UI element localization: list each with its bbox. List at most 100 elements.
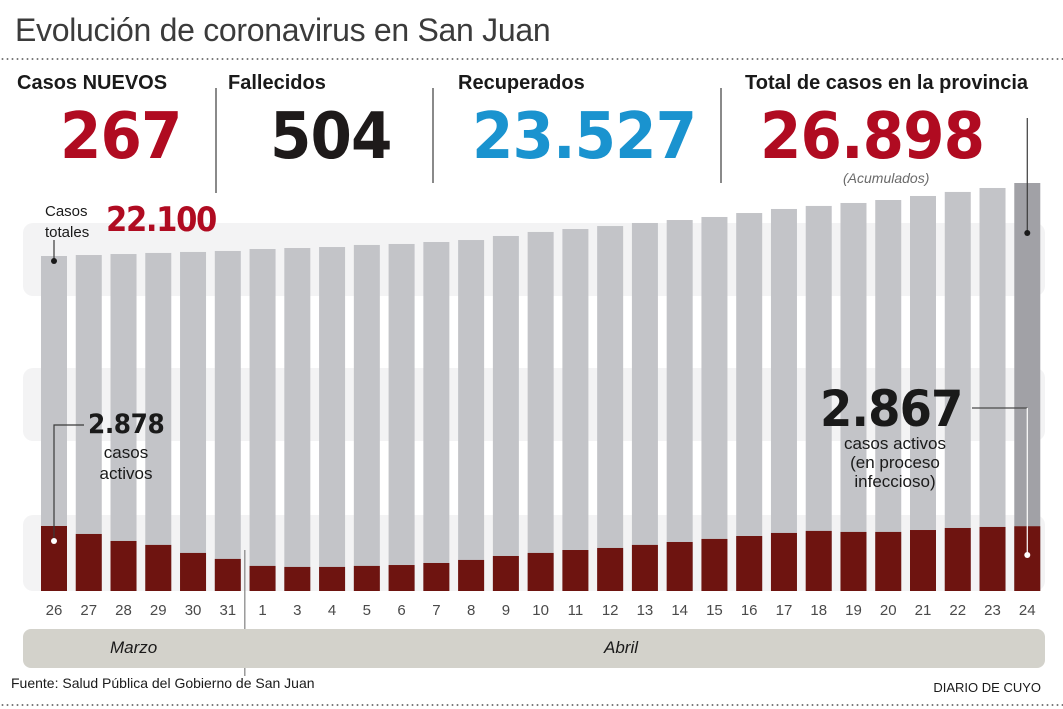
- total-cases-bar: [910, 195, 936, 591]
- month-axis-bar: [23, 629, 1045, 668]
- active-cases-bar: [736, 536, 763, 591]
- active-cases-bar: [875, 531, 902, 591]
- x-tick-label: 16: [740, 602, 758, 619]
- x-tick-label: 27: [80, 602, 98, 619]
- stat-value-deaths: 504: [270, 100, 392, 174]
- x-tick-label: 17: [775, 602, 793, 619]
- total-cases-bar: [666, 220, 693, 591]
- stat-note-accumulated: (Acumulados): [843, 170, 930, 186]
- total-cases-bar: [284, 248, 311, 591]
- total-end-marker: [1024, 230, 1031, 236]
- active-cases-end-label-line1: casos activos: [843, 434, 947, 453]
- active-cases-start-label: casos activos: [86, 442, 166, 484]
- x-tick-label: 1: [258, 602, 267, 619]
- total-cases-bar: [597, 226, 624, 591]
- x-tick-label: 7: [432, 602, 441, 619]
- x-tick-label: 22: [949, 602, 967, 619]
- total-cases-bar: [875, 200, 902, 591]
- active-cases-end-value: 2.867: [820, 380, 963, 438]
- active-cases-bar: [110, 540, 137, 591]
- total-cases-bar: [770, 208, 797, 591]
- annotation-leaders: [51, 118, 1031, 676]
- x-tick-label: 24: [1018, 602, 1036, 619]
- active-cases-bar: [145, 544, 172, 591]
- x-tick-label: 3: [293, 602, 302, 619]
- x-tick-label: 11: [567, 602, 584, 619]
- active-cases-bar: [249, 565, 276, 591]
- month-label-abril: Abril: [604, 638, 639, 657]
- x-tick-label: 13: [636, 602, 654, 619]
- active-cases-bar: [631, 544, 658, 591]
- total-start-marker: [51, 258, 57, 264]
- active-cases-bar: [492, 555, 519, 591]
- active-cases-bar: [910, 530, 936, 591]
- total-cases-bar: [423, 242, 450, 591]
- active-cases-bar: [979, 526, 1006, 591]
- x-tick-label: 21: [914, 602, 932, 619]
- active-cases-bar: [458, 559, 485, 591]
- x-tick-label: 12: [601, 602, 619, 619]
- x-tick-label: 23: [984, 602, 1001, 619]
- total-cases-bar: [944, 191, 971, 591]
- x-tick-label: 20: [879, 602, 897, 619]
- total-cases-bar: [145, 252, 172, 591]
- x-tick-label: 14: [671, 602, 689, 619]
- total-cases-bar: [840, 202, 867, 591]
- active-cases-bar: [284, 566, 311, 591]
- active-cases-bar: [214, 558, 241, 591]
- source-credit: Fuente: Salud Pública del Gobierno de Sa…: [11, 675, 315, 691]
- active-cases-bar: [180, 552, 207, 591]
- x-tick-label: 15: [706, 602, 723, 619]
- active-cases-end-label-line3: infeccioso): [854, 472, 936, 491]
- total-cases-bar: [458, 240, 485, 591]
- x-tick-label: 8: [466, 602, 476, 619]
- x-tick-label: 10: [532, 602, 549, 619]
- active-cases-bar: [388, 565, 415, 591]
- active-cases-end-label-line2: (en proceso: [850, 453, 940, 472]
- active-start-leader: [53, 424, 84, 541]
- stat-value-new-cases: 267: [60, 100, 182, 174]
- active-cases-bar: [770, 532, 797, 591]
- x-tick-label: 6: [397, 602, 406, 619]
- active-cases-start-value: 2.878: [88, 409, 165, 440]
- x-tick-label: 19: [845, 602, 862, 619]
- total-cases-bar: [805, 205, 832, 591]
- total-cases-bar: [388, 243, 415, 591]
- active-cases-series: [41, 526, 1041, 591]
- total-cases-bar: [319, 247, 346, 591]
- chart-title: Evolución de coronavirus en San Juan: [15, 12, 551, 48]
- total-cases-bar: [527, 231, 554, 591]
- total-cases-bar: [492, 235, 519, 591]
- active-cases-bar: [944, 527, 971, 591]
- active-start-marker: [51, 538, 57, 544]
- x-tick-label: 31: [219, 602, 237, 619]
- x-tick-label: 5: [362, 602, 371, 619]
- stat-value-recovered: 23.527: [472, 100, 697, 174]
- total-cases-start-label-line1: Casos: [45, 203, 88, 220]
- active-cases-bar: [353, 565, 380, 591]
- total-cases-start-label: Casos totales: [45, 201, 89, 243]
- x-tick-label: 9: [501, 602, 511, 619]
- total-cases-start-label-line2: totales: [45, 224, 90, 241]
- total-cases-bar: [249, 249, 276, 591]
- active-cases-bar: [597, 547, 624, 591]
- stat-value-total-cases: 26.898: [760, 100, 985, 174]
- total-cases-start-value: 22.100: [106, 200, 217, 240]
- stat-label-recovered: Recuperados: [458, 72, 585, 94]
- total-cases-bar: [214, 250, 241, 591]
- stat-label-new-cases: Casos NUEVOS: [17, 72, 168, 94]
- active-cases-end-label: casos activos (en proceso infeccioso): [820, 434, 970, 491]
- stat-separator: [720, 88, 722, 183]
- active-cases-bar: [666, 541, 693, 591]
- stat-label-deaths: Fallecidos: [228, 72, 326, 94]
- total-cases-bar: [110, 254, 137, 591]
- x-tick-label: 26: [45, 602, 63, 619]
- total-cases-bar: [353, 244, 380, 591]
- publisher-brand: DIARIO DE CUYO: [933, 680, 1041, 695]
- x-tick-label: 4: [327, 602, 337, 619]
- stat-label-total-cases: Total de casos en la provincia: [745, 72, 1029, 94]
- stat-separator: [432, 88, 434, 183]
- active-cases-bar: [319, 566, 346, 591]
- active-cases-start-label-line1: casos: [103, 443, 149, 462]
